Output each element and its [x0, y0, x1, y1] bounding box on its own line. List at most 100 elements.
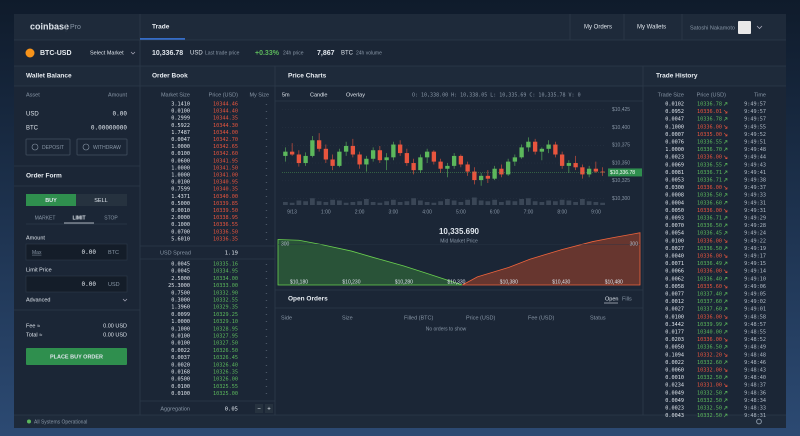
trade-arrow	[723, 147, 728, 152]
market-size: 1.7487	[171, 130, 190, 136]
trade-price: 10336.71	[697, 170, 722, 176]
orders-tab[interactable]: Fills	[622, 296, 632, 302]
trade-time: 9:49:31	[744, 208, 766, 214]
price: 10340.00	[213, 194, 238, 200]
advanced-toggle[interactable]: Advanced	[26, 297, 50, 303]
market-size: 0.0168	[171, 370, 190, 376]
order-type[interactable]: LIMIT	[72, 215, 85, 221]
caret	[756, 25, 763, 30]
col-header: Market Size	[161, 92, 190, 98]
candle-body	[404, 153, 410, 164]
trade-size: 0.1094	[665, 352, 684, 358]
submit-label: PLACE BUY ORDER	[50, 354, 103, 360]
trade-time: 9:49:28	[744, 223, 766, 229]
volume-bar	[364, 199, 369, 205]
pair[interactable]: BTC-USD	[40, 50, 72, 57]
user-name[interactable]: Satoshi Nakamoto	[690, 25, 735, 31]
price: 10326.45	[213, 355, 238, 361]
volume-bar	[323, 202, 329, 205]
my-size: -	[265, 144, 268, 150]
trade-price: 10336.45	[697, 231, 722, 237]
buy-tab[interactable]	[26, 194, 76, 206]
select-market[interactable]: Select Market	[90, 50, 124, 56]
depth-y-label: 300	[630, 242, 639, 248]
field-label: Amount	[26, 235, 45, 241]
avatar[interactable]	[738, 21, 751, 34]
limit-unit: USD	[108, 282, 120, 288]
last-price: 10,336.78	[152, 50, 183, 57]
y-tick-label: $10,350	[612, 160, 630, 166]
volume-bar	[458, 202, 464, 205]
trade-arrow	[723, 246, 728, 251]
market-size: 1.3960	[171, 305, 190, 311]
price: 10341.95	[213, 158, 238, 164]
trade-time: 9:49:33	[744, 193, 766, 199]
volume-bar	[485, 201, 491, 205]
trade-size: 0.0062	[665, 276, 684, 282]
aggregation-minus[interactable]	[255, 404, 263, 413]
price: 10342.65	[213, 144, 238, 150]
order-type[interactable]: STOP	[104, 215, 118, 221]
settings-icon[interactable]	[756, 418, 762, 425]
trade-size: 0.0100	[665, 238, 684, 244]
volume-bar	[519, 199, 524, 205]
chart-control[interactable]: Candle	[310, 92, 327, 98]
price: 10342.60	[213, 151, 238, 157]
my-size: -	[265, 102, 268, 108]
withdraw-button[interactable]	[76, 138, 128, 156]
order-type[interactable]: MARKET	[35, 215, 56, 221]
price: 10344.35	[213, 116, 238, 122]
trade-size: 0.0023	[665, 406, 684, 412]
trade-arrow	[723, 383, 728, 387]
asset: BTC	[26, 126, 39, 132]
candle-body	[283, 151, 288, 156]
volume: 7,867	[317, 50, 335, 57]
my-size: -	[265, 305, 268, 311]
nav-link[interactable]: My Orders	[584, 25, 612, 31]
chart-control[interactable]: 5m	[282, 92, 290, 98]
sell-tab[interactable]	[76, 194, 127, 206]
candle-body	[485, 175, 491, 179]
orders-tab[interactable]: Open	[605, 296, 618, 302]
trade-size: 0.0004	[665, 200, 684, 206]
trade-time: 9:49:29	[744, 216, 766, 222]
market-size: 0.0020	[171, 362, 190, 368]
trade-time: 9:49:14	[744, 269, 766, 275]
chart-control[interactable]: Overlay	[346, 92, 365, 98]
limit-input[interactable]	[25, 275, 128, 293]
my-size: -	[265, 116, 268, 122]
max-link[interactable]: Max	[32, 250, 42, 256]
market-size: 0.0047	[171, 137, 190, 143]
price: 10328.95	[213, 326, 238, 332]
volume-bar	[553, 201, 558, 205]
trade-tab[interactable]: Trade	[152, 24, 170, 31]
candle-body	[546, 144, 551, 149]
volume-bar	[316, 201, 322, 205]
deposit-button[interactable]	[25, 138, 71, 156]
panel-title: Open Orders	[288, 296, 328, 303]
trade-arrow	[723, 277, 728, 281]
trade-time: 9:49:19	[744, 246, 766, 252]
amount-input[interactable]	[25, 243, 128, 261]
trade-arrow	[723, 337, 728, 342]
volume-bar	[397, 202, 403, 205]
withdraw-label: WITHDRAW	[93, 145, 121, 151]
volume-bar	[586, 201, 592, 205]
market-size: 0.0100	[171, 151, 190, 157]
submit-button[interactable]	[26, 348, 127, 365]
candle-body	[310, 140, 315, 156]
depth-x-label: $10,230	[342, 279, 360, 285]
nav-link[interactable]: My Wallets	[637, 25, 666, 31]
my-size: -	[265, 165, 268, 171]
panel-title: Price Charts	[288, 73, 327, 80]
trade-size: 0.0023	[665, 155, 684, 161]
price: 10344.46	[213, 102, 238, 108]
aggregation-plus[interactable]	[265, 404, 273, 413]
trade-price: 10336.70	[697, 147, 722, 153]
candle-body	[411, 163, 416, 171]
trade-arrow	[723, 269, 728, 273]
candle-body	[559, 154, 565, 166]
trade-price: 10336.00	[697, 208, 722, 214]
candle-body	[296, 154, 302, 164]
